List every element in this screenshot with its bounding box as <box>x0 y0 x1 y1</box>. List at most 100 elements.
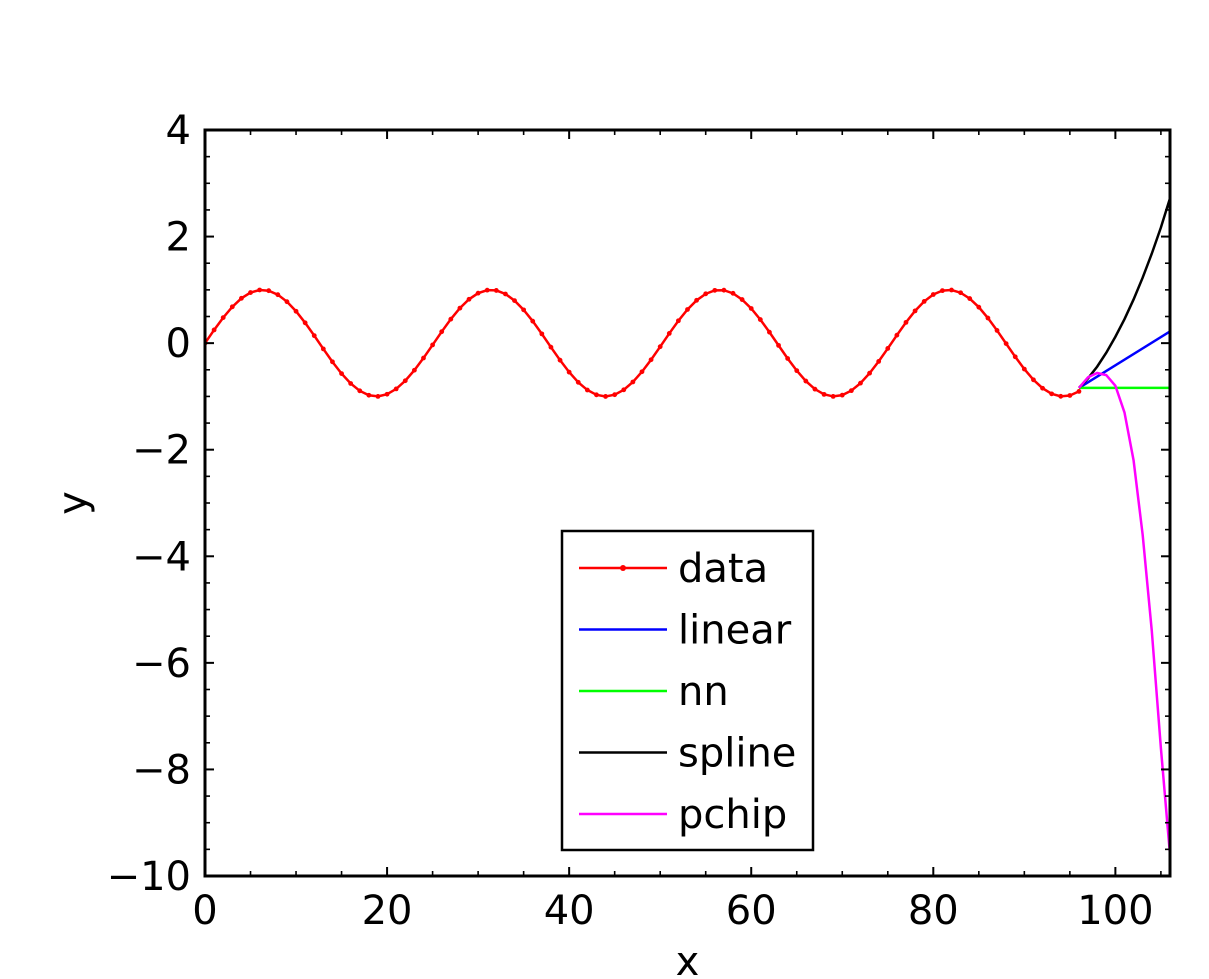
data-point <box>339 371 344 376</box>
data-point <box>566 369 572 375</box>
y-tick-label: −2 <box>132 428 191 474</box>
data-point <box>976 304 982 310</box>
data-point <box>266 288 272 294</box>
y-tick-label: 4 <box>166 108 191 154</box>
legend-item-data: data <box>579 546 768 592</box>
legend-label: data <box>678 546 768 592</box>
data-point <box>594 392 599 398</box>
data-point <box>421 355 426 361</box>
data-point <box>903 319 909 325</box>
series-linear-line <box>1078 330 1170 389</box>
data-point <box>330 359 335 365</box>
data-point <box>239 295 244 301</box>
data-point <box>676 318 681 324</box>
data-point <box>448 316 454 322</box>
legend-item-spline: spline <box>579 731 796 777</box>
data-point <box>739 297 745 302</box>
data-point <box>302 320 308 326</box>
data-point <box>512 298 517 303</box>
data-point <box>985 315 991 321</box>
data-point <box>1031 377 1036 383</box>
data-point <box>521 307 527 313</box>
y-tick-label: −10 <box>107 854 191 900</box>
data-point <box>1021 366 1027 372</box>
data-point <box>430 342 435 348</box>
x-tick-label: 100 <box>1077 888 1153 934</box>
data-point <box>958 290 964 296</box>
y-tick-label: −4 <box>132 534 191 580</box>
data-point <box>949 287 954 293</box>
data-point <box>393 386 399 392</box>
data-point <box>229 304 235 310</box>
data-point <box>757 317 763 322</box>
legend: data linear nn spline pchip <box>560 529 815 852</box>
data-point <box>402 378 408 384</box>
data-point <box>211 327 217 333</box>
data-point <box>694 297 699 303</box>
data-point <box>548 344 554 350</box>
data-point <box>1049 391 1055 397</box>
data-point <box>257 287 263 293</box>
x-tick-label: 40 <box>544 888 595 934</box>
data-point <box>1058 393 1064 399</box>
data-point <box>767 329 772 335</box>
data-point <box>220 315 226 320</box>
legend-label: nn <box>678 669 729 715</box>
legend-item-linear: linear <box>579 608 792 654</box>
data-point <box>858 380 863 386</box>
data-point <box>785 356 791 361</box>
data-point <box>1003 341 1009 347</box>
data-point <box>293 308 299 314</box>
data-point <box>666 331 672 336</box>
data-point <box>275 292 281 298</box>
data-point <box>867 370 872 376</box>
data-point <box>830 394 836 399</box>
data-point <box>621 387 627 393</box>
data-point <box>994 328 1000 333</box>
series-pchip-line <box>1078 371 1170 855</box>
data-point <box>1067 393 1073 398</box>
x-axis-label: x <box>676 939 700 979</box>
data-point <box>967 296 973 301</box>
data-point <box>1076 389 1082 394</box>
data-point <box>575 379 581 385</box>
x-tick-label: 20 <box>362 888 413 934</box>
series-layer <box>205 197 1170 855</box>
data-point <box>912 308 918 314</box>
legend-items: data linear nn spline pchip <box>579 546 796 838</box>
data-point <box>821 391 827 397</box>
data-point <box>539 331 545 337</box>
data-point <box>384 391 390 397</box>
data-point <box>1040 385 1045 391</box>
y-tick-label: −6 <box>132 641 191 687</box>
data-point <box>657 344 663 350</box>
data-point <box>921 298 927 304</box>
data-point <box>411 367 417 373</box>
data-point <box>493 288 499 293</box>
y-axis-label: y <box>50 491 96 515</box>
data-point <box>721 287 727 293</box>
data-point <box>812 386 818 392</box>
data-point <box>894 332 900 338</box>
data-point <box>848 388 854 394</box>
data-point <box>320 346 326 352</box>
y-tick-label: 0 <box>166 321 191 367</box>
data-point <box>503 291 508 297</box>
data-point <box>584 387 590 393</box>
data-point <box>876 358 882 364</box>
legend-label: pchip <box>678 792 787 838</box>
data-point <box>466 296 472 302</box>
x-tick-label: 60 <box>726 888 777 934</box>
data-point <box>357 388 363 394</box>
data-point <box>803 378 809 384</box>
data-point <box>366 392 372 398</box>
data-point <box>484 287 490 293</box>
data-point <box>439 329 445 335</box>
data-point <box>284 299 290 305</box>
data-point <box>639 369 645 375</box>
data-point <box>685 307 690 312</box>
data-point <box>776 342 781 348</box>
data-point <box>557 357 563 363</box>
